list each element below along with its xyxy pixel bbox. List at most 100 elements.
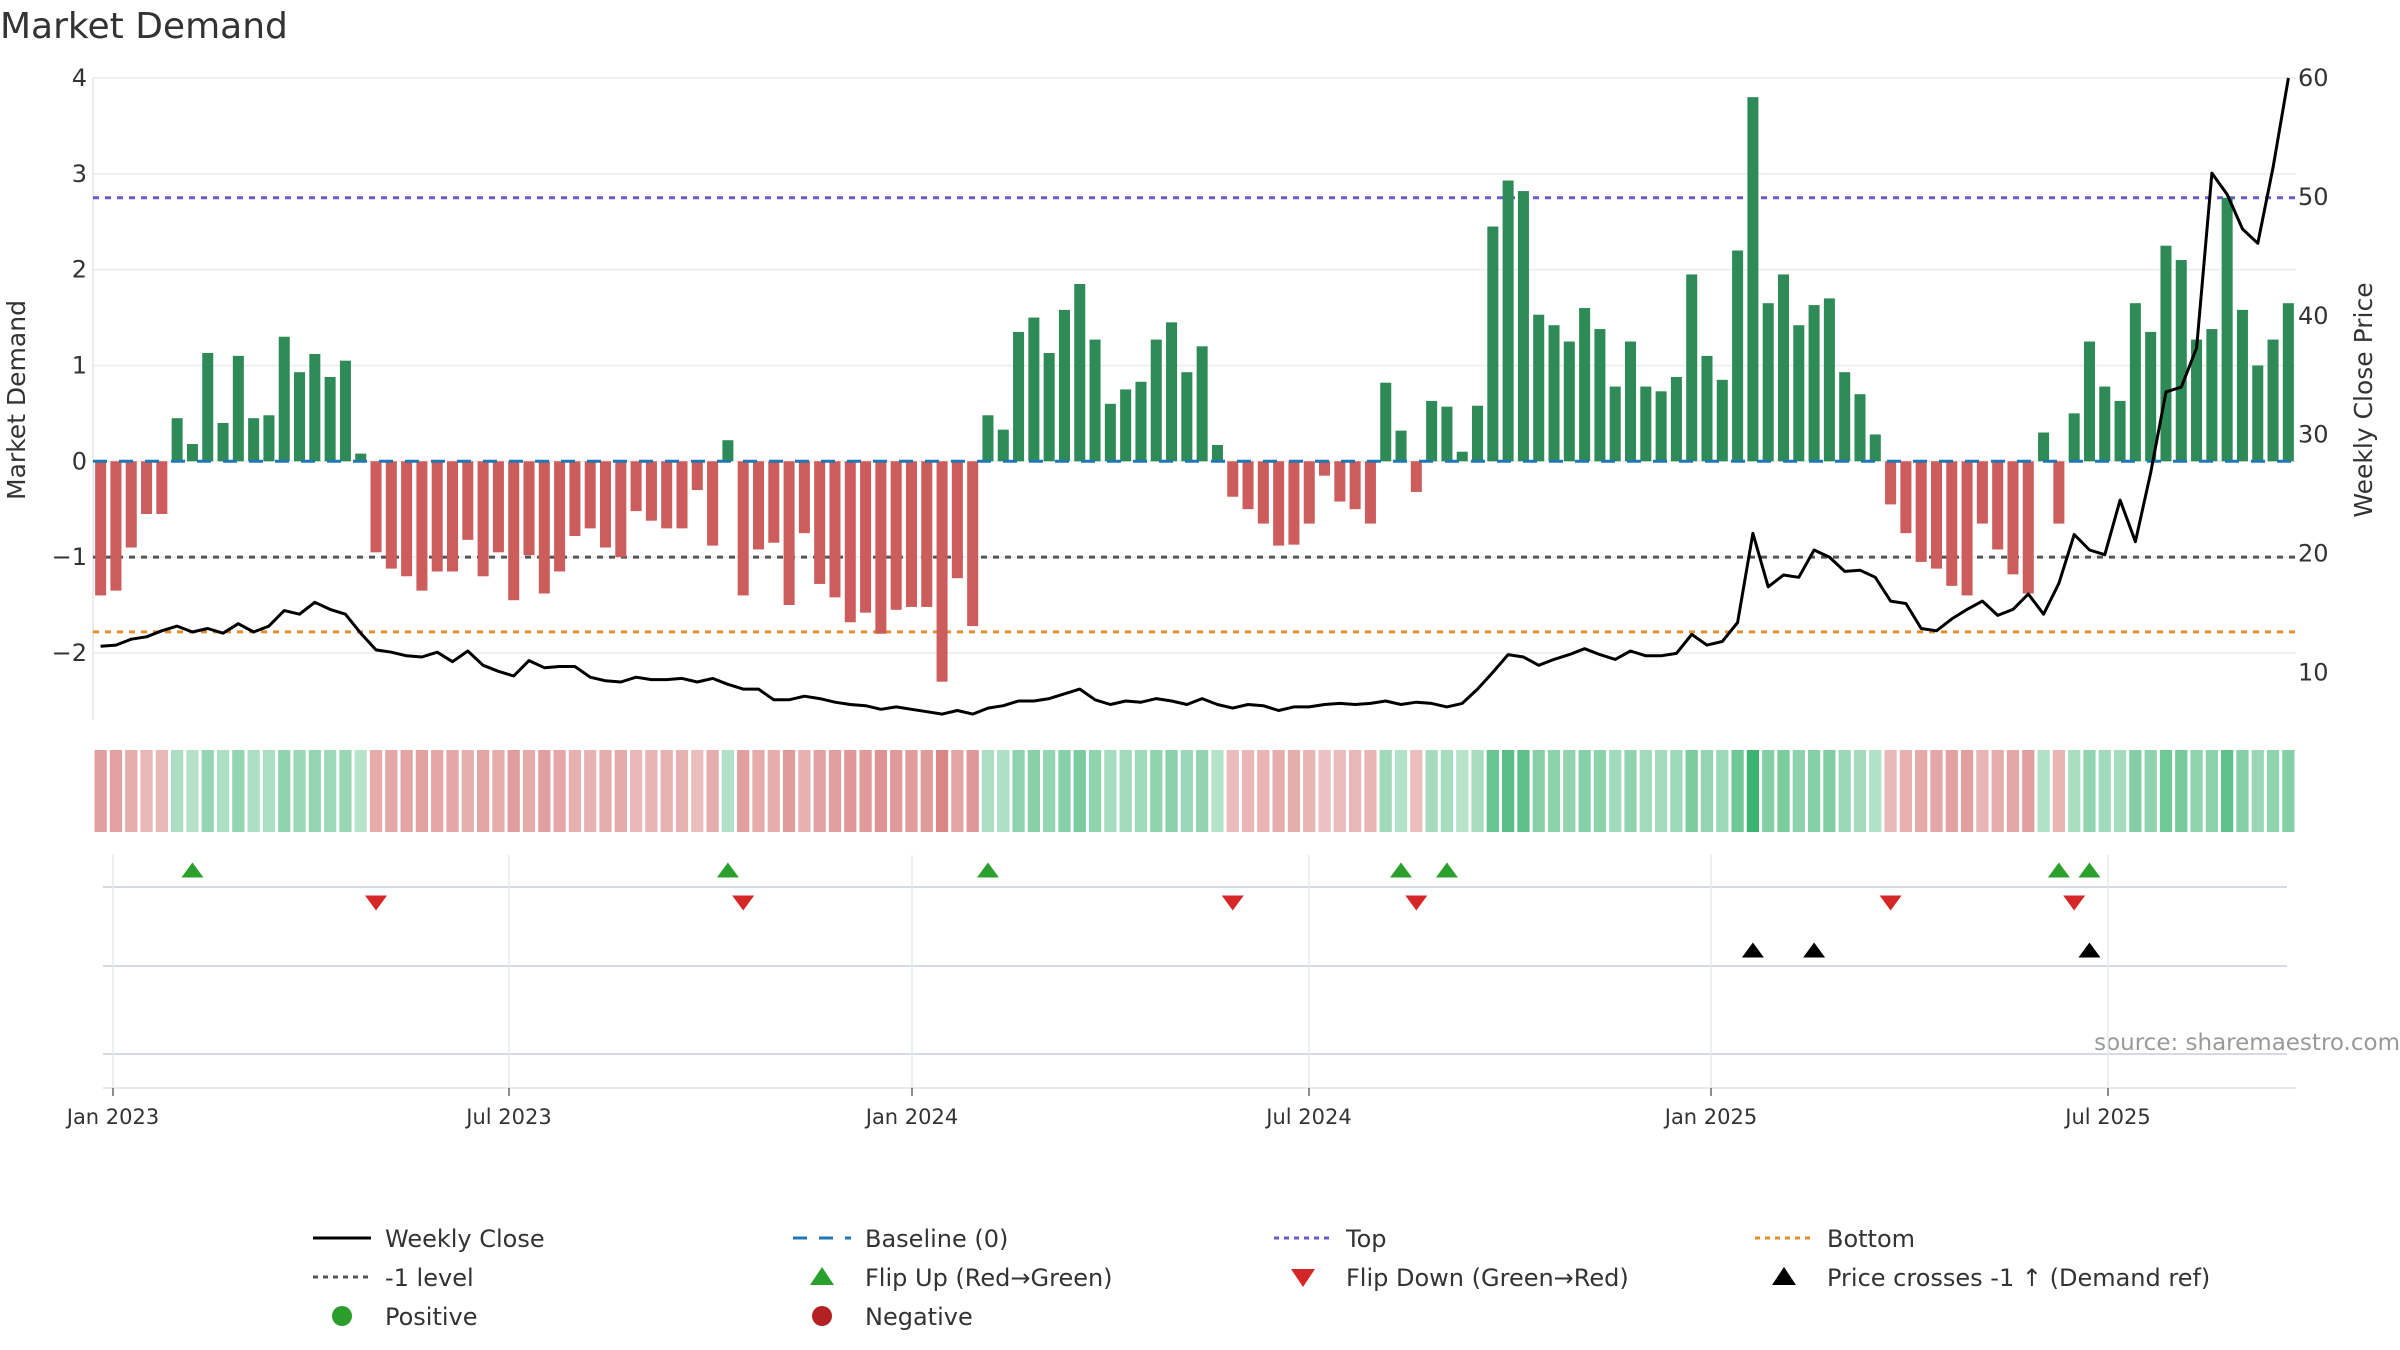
strip-cell [1241,750,1255,832]
y2-tick-label: 10 [2298,658,2329,686]
strip-cell [997,750,1010,832]
strip-cell [2236,750,2249,832]
demand-bar [1747,97,1759,462]
demand-bar [1625,341,1637,462]
demand-bar [569,461,581,537]
x-tick-label: Jan 2023 [65,1105,160,1129]
y-tick-label: 4 [72,64,87,92]
strip-cell [568,750,582,832]
strip-cell [278,750,291,832]
demand-bar [1456,451,1468,462]
demand-bar [768,461,780,543]
legend: Weekly Close Baseline (0) Top Bottom -1 leve… [313,1225,2210,1331]
demand-bar [1670,376,1682,462]
demand-bar [1166,322,1178,462]
demand-bar [1517,191,1529,462]
y2-tick-label: 60 [2298,64,2329,92]
strip-cell [935,750,949,832]
flip-down-marker [1879,895,1902,911]
strip-cell [599,750,612,832]
demand-bar [1257,461,1269,524]
strip-cell [2037,750,2050,832]
y-tick-label: 2 [72,256,87,284]
demand-bar [1655,391,1667,462]
strip-cell [1119,750,1132,832]
demand-bar [1930,461,1942,569]
flip-down-marker [1221,895,1244,911]
y-tick-label: 3 [72,160,87,188]
demand-bar [921,461,933,607]
strip-cell [1150,750,1163,832]
demand-bar [202,353,214,462]
demand-bar [2191,339,2203,462]
demand-bar [1303,461,1315,524]
strip-cell [737,750,750,832]
demand-bar [905,461,917,607]
strip-cell [369,750,383,832]
x-tick-label: Jul 2023 [464,1105,551,1129]
strip-cell [492,750,505,832]
legend-label: Weekly Close [385,1225,545,1253]
strip-cell [1823,750,1836,832]
strip-cell [2068,750,2081,832]
strip-cell [874,750,887,832]
demand-bar [645,461,657,521]
strip-cell [660,750,673,832]
y-tick-label: −1 [52,543,87,571]
strip-cell [1211,750,1224,832]
demand-bar [1181,372,1193,462]
demand-bar [1777,274,1790,462]
demand-bar [584,461,596,529]
strip-cell [691,750,704,832]
demand-bar [1946,461,1958,586]
legend-swatch [1772,1267,1796,1285]
demand-bar [615,461,627,558]
strip-cell [1165,750,1178,832]
demand-bar [2099,386,2111,462]
strip-cell [171,750,184,832]
demand-bar [890,461,902,610]
demand-bar [997,429,1009,462]
strip-cell [752,750,765,832]
demand-bar [263,415,275,462]
demand-bar [860,461,872,613]
strip-cell [584,750,597,832]
demand-bar [1640,386,1652,462]
strip-cell [1547,750,1561,832]
strip-cell [2190,750,2203,832]
demand-bar [1013,331,1025,462]
demand-bar [492,461,504,553]
strip-cell [1425,750,1438,832]
strip-cell [94,750,107,832]
flip-up-marker [1390,862,1413,878]
strip-cell [2006,750,2020,832]
strip-cell [1777,750,1790,832]
demand-bar [95,461,107,596]
demand-bar [2236,309,2248,462]
strip-cell [614,750,627,832]
demand-bar [1992,461,2004,550]
y2-axis-label: Weekly Close Price [2349,282,2378,517]
demand-bar [1211,444,1223,462]
demand-bar [523,461,535,556]
y-tick-label: 0 [72,447,87,475]
strip-cell [1394,750,1408,832]
demand-bar [1410,461,1422,492]
flip-up-marker [976,862,999,878]
demand-bar [691,461,703,491]
y-tick-label: −2 [52,639,87,667]
x-tick-label: Jan 2024 [864,1105,959,1129]
cross-up-marker [1741,942,1764,958]
demand-bar [1426,400,1438,462]
strip-cell [1884,750,1897,832]
strip-cell [354,750,367,832]
strip-cell [1930,750,1943,832]
demand-bar [1563,341,1575,462]
strip-cell [1027,750,1040,832]
demand-bar [1961,461,1973,596]
demand-bar [125,461,137,548]
strip-cell [1104,750,1117,832]
demand-bar [829,461,841,598]
strip-cell [645,750,658,832]
strip-cell [767,750,780,832]
